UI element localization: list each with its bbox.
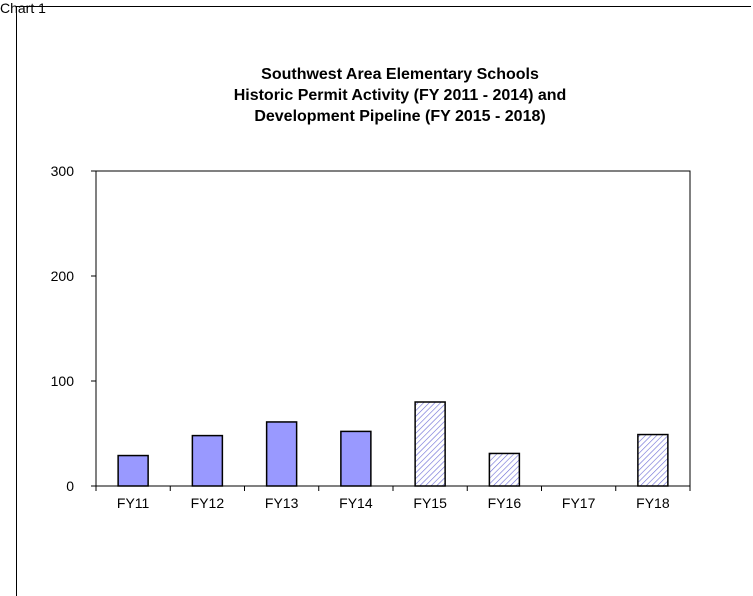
x-tick-label: FY14 [339, 495, 373, 511]
y-tick-label: 100 [51, 373, 75, 389]
chart-caption: Chart 1 [0, 0, 46, 16]
bar-fy13 [265, 421, 298, 487]
x-tick-label: FY15 [413, 495, 447, 511]
bar-fy11 [117, 454, 149, 487]
x-tick-label: FY17 [562, 495, 596, 511]
bar-fy14 [340, 430, 372, 487]
chart-title-line-3: Development Pipeline (FY 2015 - 2018) [254, 108, 545, 125]
x-tick-label: FY18 [636, 495, 670, 511]
bar-fy15 [414, 401, 446, 487]
bar-fy18 [637, 433, 669, 487]
bar-fy16 [488, 452, 521, 487]
y-tick-label: 300 [51, 163, 75, 179]
x-tick-label: FY11 [117, 495, 150, 511]
chart-title-line-2: Historic Permit Activity (FY 2011 - 2014… [234, 87, 567, 104]
chart-title-line-1: Southwest Area Elementary Schools [261, 66, 539, 83]
plot-area [95, 170, 691, 487]
y-tick-label: 200 [51, 268, 75, 284]
x-tick-label: FY12 [191, 495, 225, 511]
x-tick-label: FY16 [488, 495, 522, 511]
y-tick-label: 0 [66, 478, 74, 494]
chart-frame [16, 6, 751, 596]
x-tick-label: FY13 [265, 495, 299, 511]
bar-fy12 [191, 434, 224, 487]
